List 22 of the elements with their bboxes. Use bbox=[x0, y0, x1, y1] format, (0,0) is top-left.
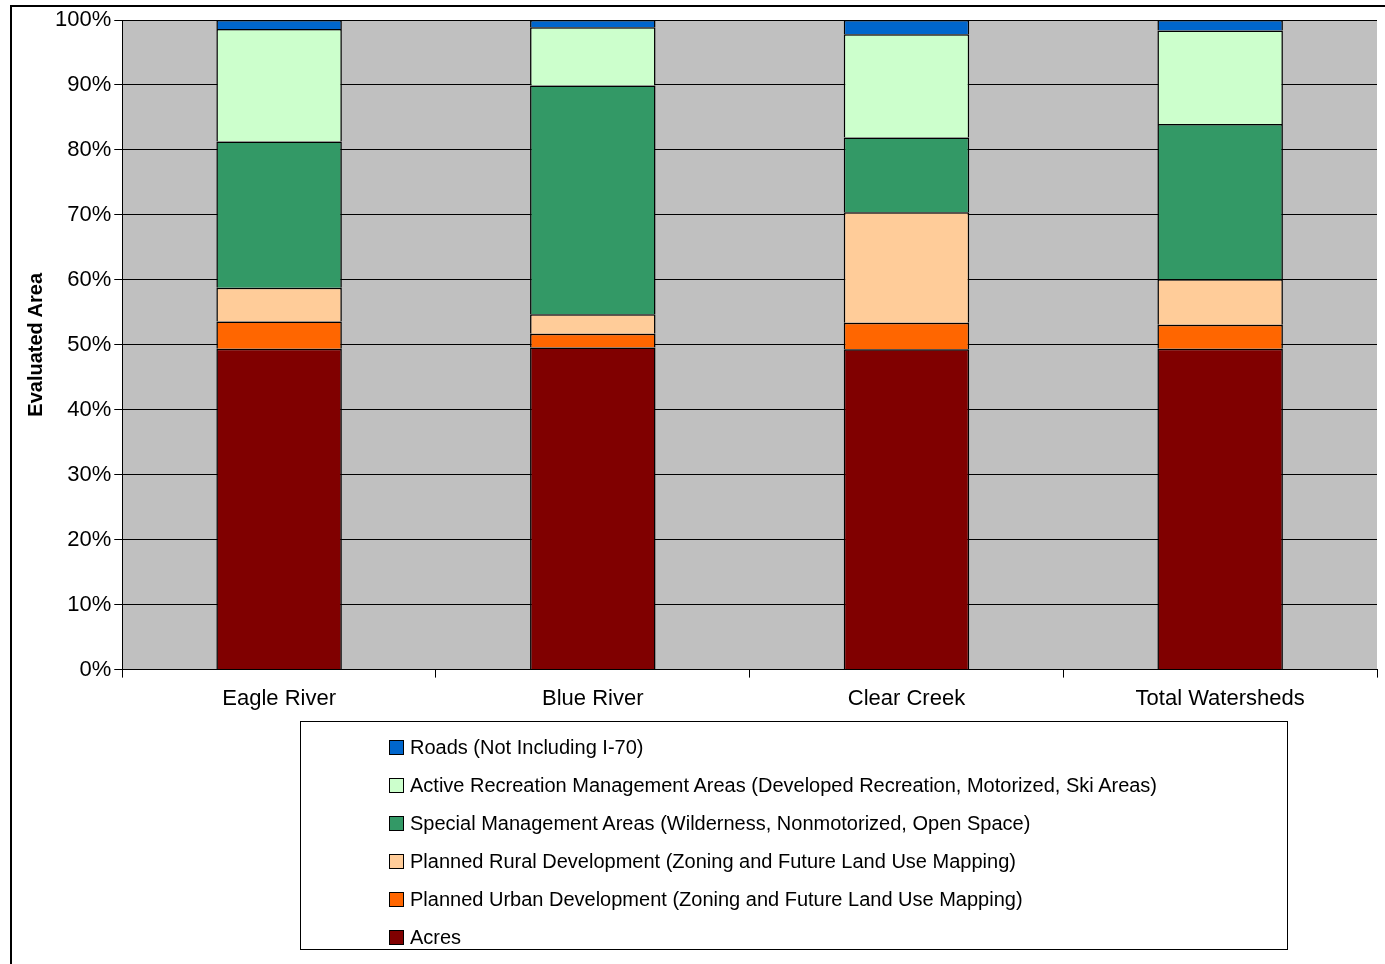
y-tick-label: 20% bbox=[67, 525, 112, 551]
legend-label: Planned Urban Development (Zoning and Future Land Use Mapping) bbox=[410, 887, 1023, 911]
y-tick-label: 70% bbox=[67, 200, 112, 226]
y-tick-label: 60% bbox=[67, 265, 112, 291]
legend-label: Active Recreation Management Areas (Developed Recreation, Motorized, Ski Areas) bbox=[410, 773, 1158, 797]
legend-label: Acres bbox=[410, 925, 462, 949]
x-tick-label: Eagle River bbox=[222, 684, 336, 710]
y-tick-label: 10% bbox=[67, 590, 112, 616]
x-tick-label: Total Watersheds bbox=[1135, 684, 1305, 710]
y-tick-label: 0% bbox=[79, 655, 112, 681]
y-tick-label: 80% bbox=[67, 135, 112, 161]
y-axis-title: Evaluated Area bbox=[23, 272, 46, 417]
legend-label: Planned Rural Development (Zoning and Future Land Use Mapping) bbox=[410, 849, 1016, 873]
y-tick-label: 30% bbox=[67, 460, 112, 486]
legend-label: Special Management Areas (Wilderness, Nonmotorized, Open Space) bbox=[410, 811, 1031, 835]
y-tick-label: 100% bbox=[54, 6, 112, 32]
y-tick-label: 40% bbox=[67, 395, 112, 421]
legend-label: Roads (Not Including I-70) bbox=[410, 735, 644, 759]
x-tick-label: Clear Creek bbox=[847, 684, 967, 710]
x-tick-label: Blue River bbox=[542, 684, 644, 710]
y-tick-label: 90% bbox=[67, 71, 112, 97]
y-tick-label: 50% bbox=[67, 330, 112, 356]
